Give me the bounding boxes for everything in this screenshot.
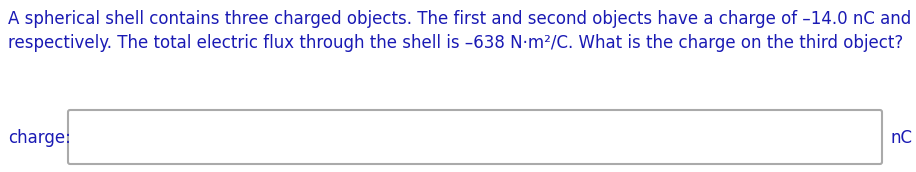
Text: charge:: charge: [8,129,71,147]
Text: A spherical shell contains three charged objects. The first and second objects h: A spherical shell contains three charged… [8,10,916,28]
Text: respectively. The total electric flux through the shell is –638 N·m²/C. What is : respectively. The total electric flux th… [8,34,903,52]
Text: nC: nC [890,129,912,147]
FancyBboxPatch shape [68,110,882,164]
